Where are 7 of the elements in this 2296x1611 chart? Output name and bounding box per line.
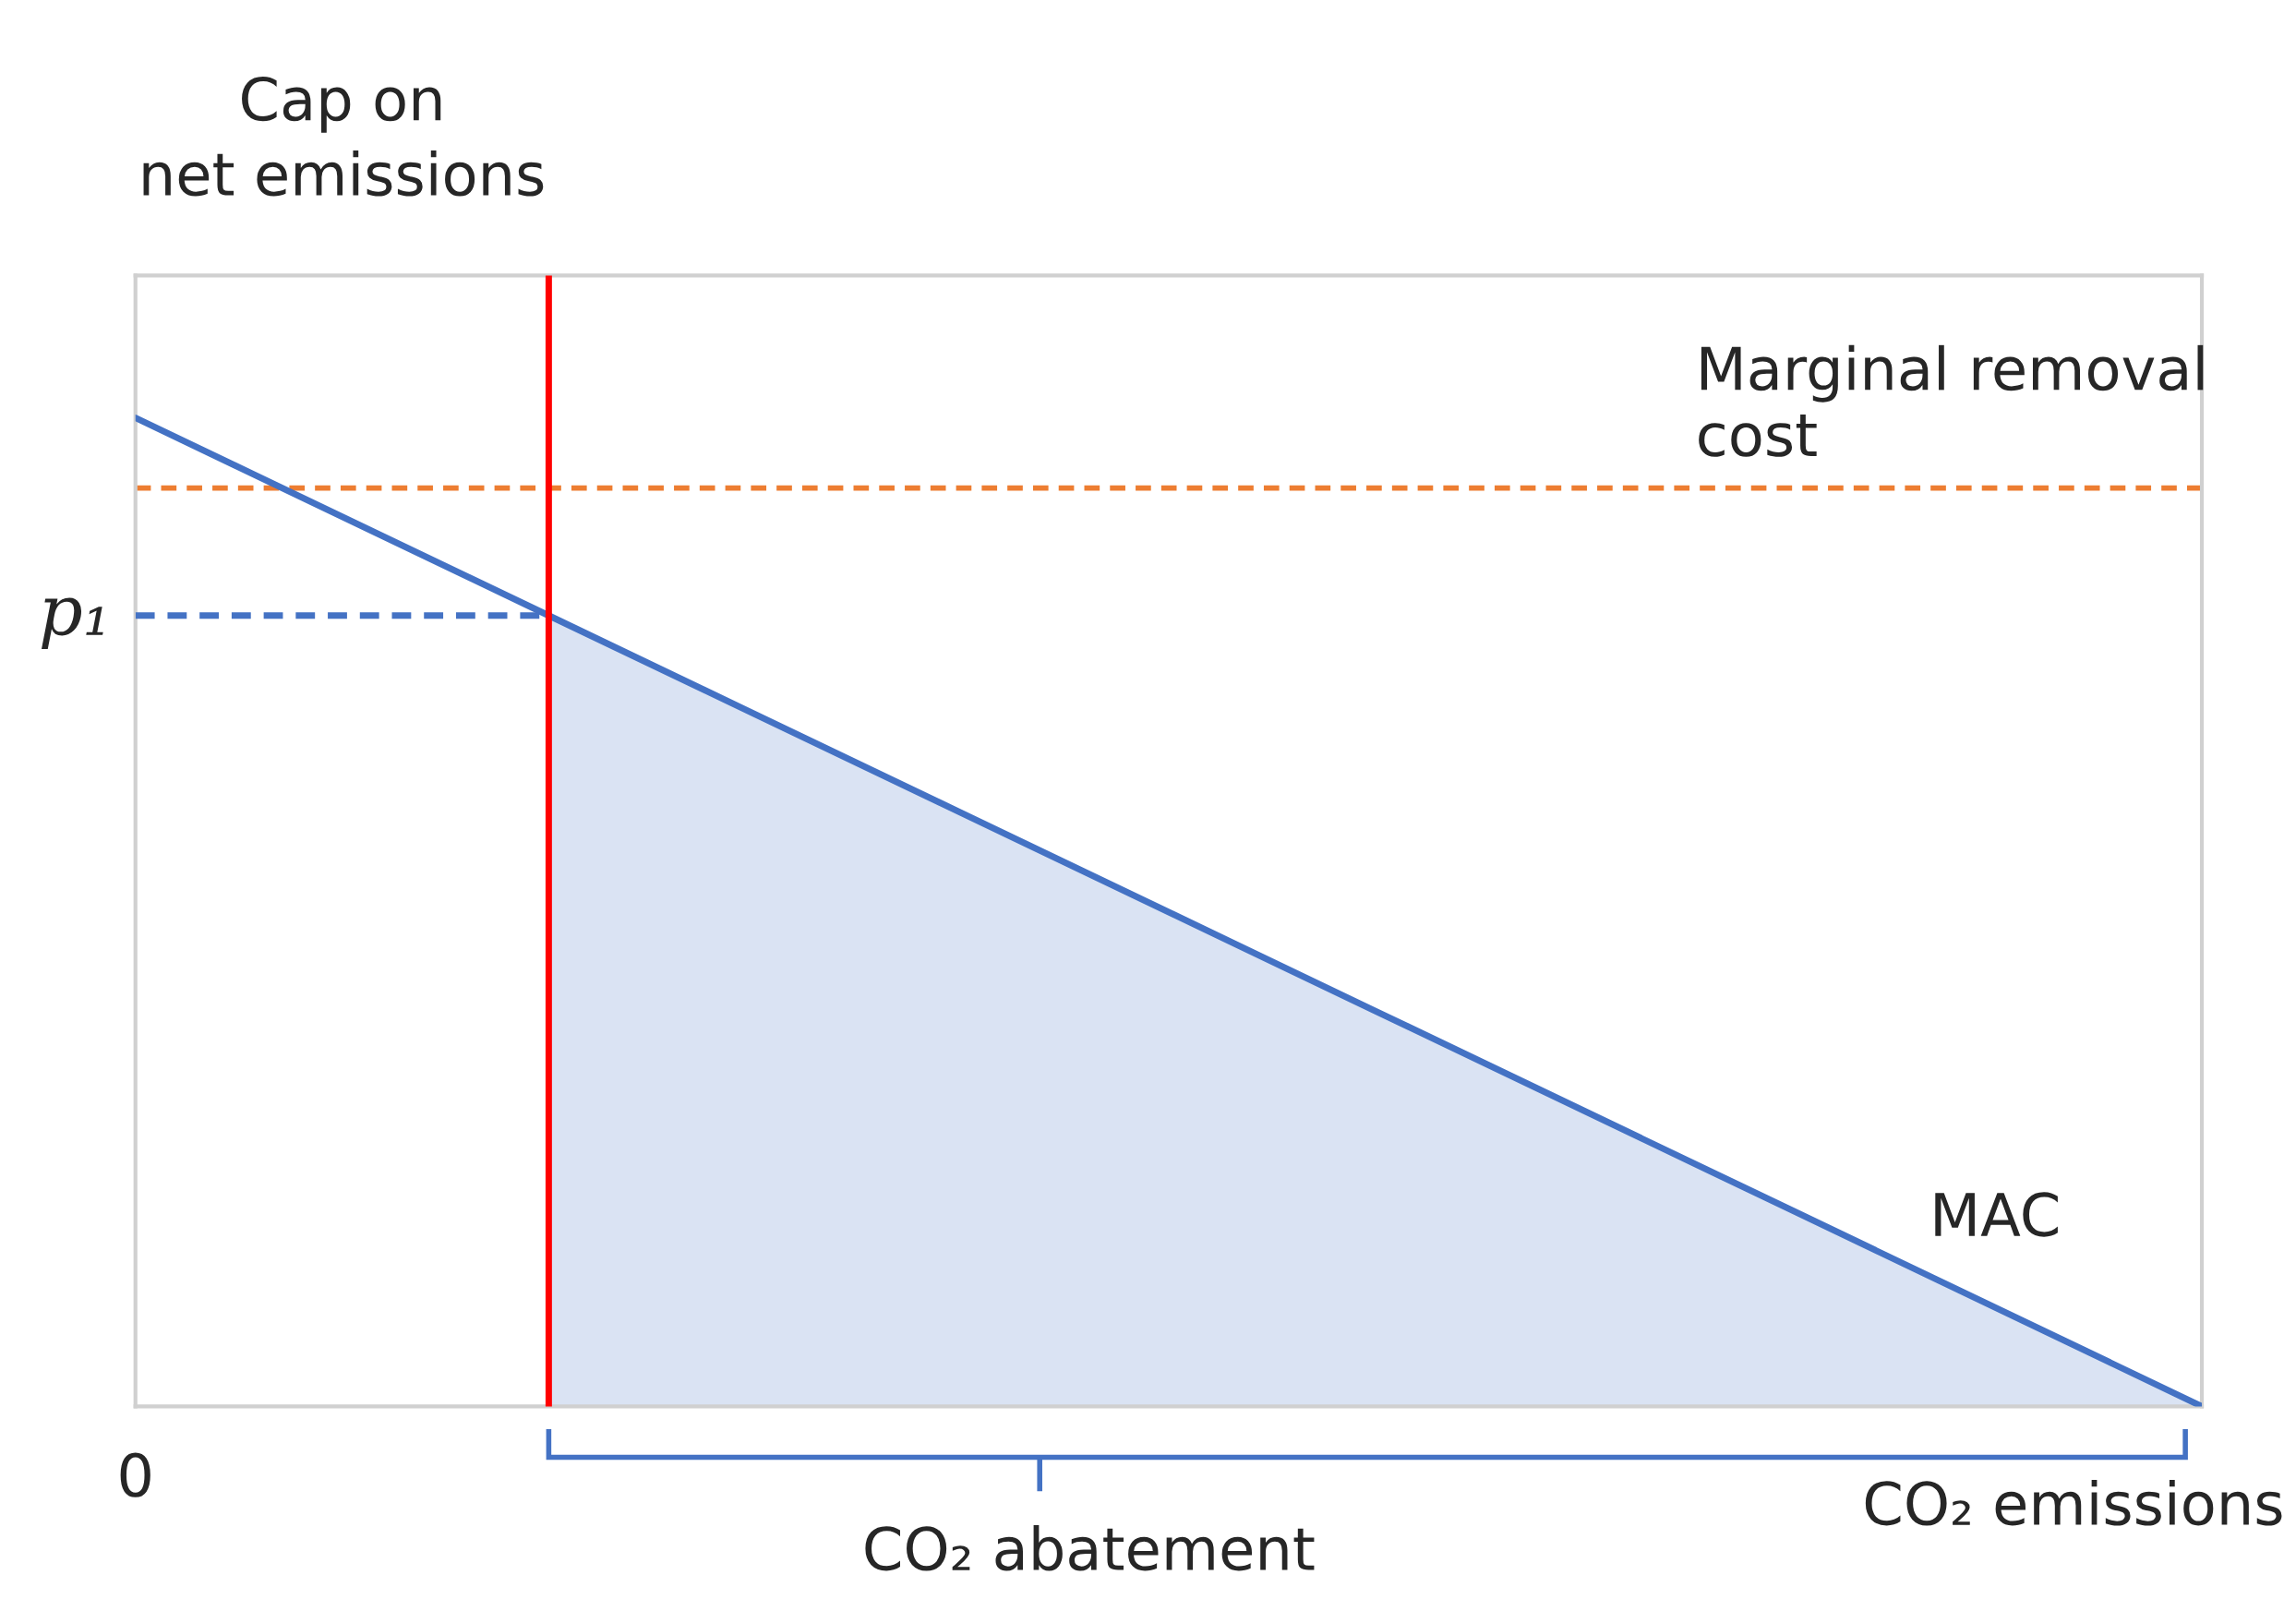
text: Cap on net emissions [143,76,544,197]
text: CO₂ abatement [865,1525,1315,1571]
ref-line-label: Marginal removal cost [1699,344,2204,457]
x-axis-title: CO₂ emissions [1865,1480,2282,1526]
text: 0 [120,1452,150,1497]
series-label: p₁ [42,597,103,650]
series-label: MAC [1935,1192,2058,1237]
